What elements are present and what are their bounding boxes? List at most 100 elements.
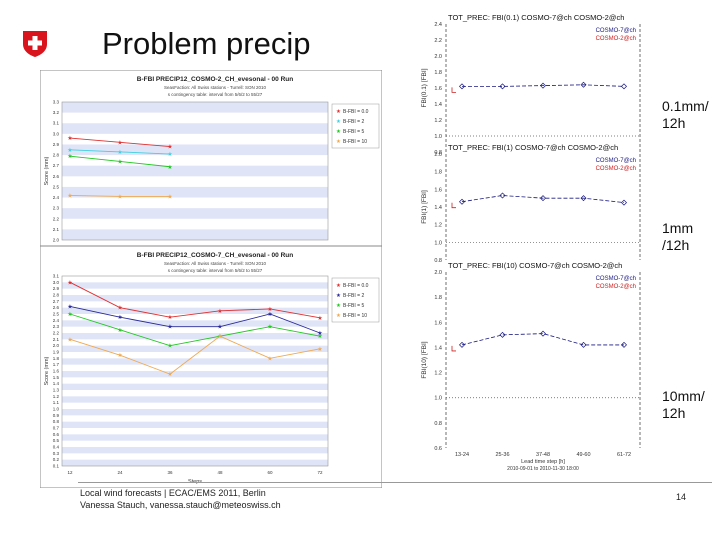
lchart1-ytick-13: 3.3	[53, 100, 60, 105]
lchart2-xtick-4: 60	[267, 470, 273, 475]
rchart1-ylabel: FBI(0.1) [FBI]	[421, 68, 428, 107]
lchart2-ytick-24: 2.5	[53, 312, 60, 317]
swiss-flag-logo	[23, 31, 47, 57]
rchart1-point-0	[459, 83, 465, 90]
lchart1-ytick-5: 2.5	[53, 184, 60, 189]
page-number: 14	[676, 492, 687, 502]
chart-fbi-1-svg: TOT_PREC: FBI(1) COSMO-7@ch COSMO-2@ch 0.…	[421, 143, 641, 264]
lchart2-xtick-5: 72	[317, 470, 323, 475]
lchart2-legend-marker-3: ★	[336, 312, 341, 319]
rchart1-ytick-7: 2.2	[434, 38, 442, 44]
lchart2-ytick-30: 3.1	[53, 274, 60, 279]
lchart2-ytick-20: 2.1	[53, 337, 60, 342]
lchart2-series-2-line	[69, 313, 321, 347]
lchart2-series-2-point-5: ★	[317, 333, 322, 340]
lchart2-series-1-line	[69, 305, 321, 334]
lchart1-ylabel: Score (mm)	[44, 156, 50, 185]
lchart2-ytick-18: 1.9	[53, 350, 60, 355]
lchart1-subtitle-0: SeasFaction: All Swiss stations - Turrel…	[164, 85, 267, 90]
lchart2-ytick-2: 0.3	[53, 451, 60, 456]
rchart2-legend-1: COSMO-2@ch	[596, 166, 636, 172]
footer-divider	[78, 482, 712, 483]
rchart3-xtick-4: 61-72	[617, 452, 631, 458]
chart-fbi-01: TOT_PREC: FBI(0.1) COSMO-7@ch COSMO-2@ch…	[418, 6, 662, 154]
rchart3-ytick-7: 2.0	[434, 270, 442, 276]
threshold-label-1-line2: /12h	[662, 237, 690, 253]
lchart2-legend-label-0: B-FBI = 0.0	[343, 283, 369, 289]
lchart1-subtitle-1: s contingency table: interval from 5/6/2…	[168, 92, 263, 97]
lchart1-band-0	[62, 229, 328, 240]
lchart2-band-18	[62, 345, 328, 352]
rchart3-ytick-6: 1.8	[434, 295, 442, 301]
rchart3-xtick-1: 25-36	[495, 452, 509, 458]
rchart1-ytick-2: 1.2	[434, 118, 442, 124]
lchart1-series-0-point-1: ★	[117, 139, 122, 146]
lchart1-band-12	[62, 102, 328, 113]
lchart2-ytick-11: 1.2	[53, 394, 60, 399]
lchart1-legend-label-2: B-FBI = 5	[343, 129, 364, 135]
lchart2-ytick-19: 2.0	[53, 343, 60, 348]
lchart1-ytick-0: 2.0	[53, 238, 60, 243]
rchart2-bracket-marker	[451, 202, 456, 209]
lchart2-xtick-0: 12	[67, 470, 73, 475]
rchart3-series-line	[461, 333, 624, 346]
lchart2-band-10	[62, 396, 328, 403]
lchart1-legend-marker-3: ★	[336, 138, 341, 145]
lchart1-series-3-point-1: ★	[117, 193, 122, 200]
lchart1-series-3-line	[69, 194, 170, 197]
chart-b-fbi-cosmo2: B-FBI PRECIP12_COSMO-2_CH_evesonal - 00 …	[40, 70, 382, 246]
lchart2-ytick-13: 1.4	[53, 381, 60, 386]
chart-fbi-1: TOT_PREC: FBI(1) COSMO-7@ch COSMO-2@ch 0.…	[418, 140, 662, 264]
lchart2-series-0-point-4: ★	[267, 306, 272, 313]
rchart2-ytick-2: 1.2	[434, 223, 442, 229]
lchart2-subtitle-0: SeasFaction: All Swiss stations - Turrel…	[164, 261, 267, 266]
lchart2-series-2-point-0: ★	[67, 311, 72, 318]
chart-fbi-10: TOT_PREC: FBI(10) COSMO-7@ch COSMO-2@ch 0…	[418, 258, 662, 478]
lchart2-ytick-9: 1.0	[53, 407, 60, 412]
rchart3-legend-1: COSMO-2@ch	[596, 284, 636, 290]
lchart2-ytick-16: 1.7	[53, 362, 60, 367]
rchart1-ytick-1: 1.0	[434, 134, 442, 140]
rchart3-ytick-5: 1.6	[434, 320, 442, 326]
rchart3-title: TOT_PREC: FBI(10) COSMO-7@ch COSMO-2@ch	[448, 261, 622, 270]
lchart2-series-3-point-1: ★	[117, 352, 122, 359]
lchart1-legend-marker-2: ★	[336, 128, 341, 135]
lchart2-series-3-point-5: ★	[317, 346, 322, 353]
lchart2-series-3-point-4: ★	[267, 355, 272, 362]
rchart3-point-2	[540, 330, 546, 337]
rchart2-title: TOT_PREC: FBI(1) COSMO-7@ch COSMO-2@ch	[448, 143, 618, 152]
rchart2-series-line	[461, 195, 625, 203]
lchart2-ytick-6: 0.7	[53, 426, 60, 431]
rchart2-ytick-1: 1.0	[434, 240, 442, 246]
lchart1-series-2-point-0: ★	[67, 153, 72, 160]
lchart1-series-3-point-0: ★	[67, 192, 72, 199]
lchart2-band-6	[62, 421, 328, 428]
lchart1-ytick-1: 2.1	[53, 227, 60, 232]
lchart2-series-0-point-5: ★	[317, 315, 322, 322]
lchart1-band-6	[62, 165, 328, 177]
lchart2-ytick-1: 0.2	[53, 457, 60, 462]
lchart1-series-2-line	[69, 155, 171, 168]
lchart2-band-12	[62, 383, 328, 390]
lchart1-ytick-4: 2.4	[53, 195, 60, 200]
lchart1-band-4	[62, 186, 328, 198]
lchart2-ytick-8: 0.9	[53, 413, 60, 418]
lchart2-series-0-line	[69, 281, 321, 319]
rchart3-ytick-3: 1.2	[434, 371, 442, 377]
rchart1-point-1	[499, 83, 506, 90]
lchart2-series-2-point-1: ★	[117, 327, 122, 334]
lchart2-series-1-point-2: ★	[167, 324, 172, 331]
lchart2-ytick-22: 2.3	[53, 324, 60, 329]
threshold-label-01-line2: 12h	[662, 115, 686, 131]
lchart1-series-0-line	[69, 137, 171, 148]
lchart1-ytick-2: 2.2	[53, 216, 60, 221]
lchart1-ytick-8: 2.8	[53, 153, 60, 158]
lchart2-ytick-15: 1.6	[53, 369, 60, 374]
lchart2-ytick-26: 2.7	[53, 299, 60, 304]
rchart2-ytick-6: 2.0	[434, 152, 442, 158]
lchart1-series-2-point-1: ★	[117, 158, 122, 165]
rchart2-point-3	[580, 195, 587, 202]
lchart1-plot-border	[61, 101, 329, 241]
lchart1-ytick-9: 2.9	[53, 142, 60, 147]
lchart2-band-4	[62, 434, 328, 441]
